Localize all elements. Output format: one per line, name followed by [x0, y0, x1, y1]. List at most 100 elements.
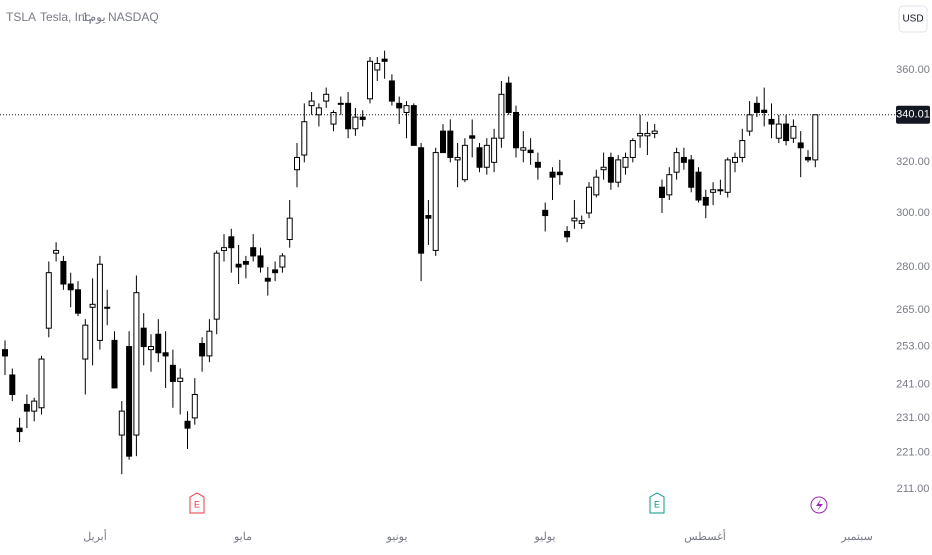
- candle-body: [213, 252, 220, 320]
- candle-body: [651, 130, 658, 134]
- candle-body: [615, 159, 622, 183]
- candle-body: [279, 255, 286, 268]
- candle-body: [753, 102, 760, 113]
- candle-body: [476, 147, 483, 168]
- x-tick-label: يوليو: [533, 531, 555, 543]
- earnings-label[interactable]: E: [654, 499, 660, 509]
- candle-body: [483, 144, 490, 168]
- candle-body: [323, 93, 330, 102]
- candle-body: [235, 263, 242, 268]
- candle-body: [16, 427, 23, 433]
- last-price-box: [896, 105, 930, 124]
- candle-body: [250, 247, 257, 257]
- candle-body: [242, 260, 249, 265]
- candle-body: [308, 100, 315, 107]
- candle-body: [286, 217, 293, 241]
- candle-body: [403, 105, 410, 113]
- candle-body: [724, 159, 731, 193]
- candle-body: [717, 189, 724, 192]
- y-tick-label: 231.00: [896, 412, 930, 424]
- exchange: NASDAQ: [108, 10, 159, 24]
- candle-body: [82, 324, 89, 360]
- candle-body: [155, 333, 162, 354]
- candle-body: [578, 220, 585, 224]
- currency[interactable]: USD: [902, 14, 923, 25]
- candle-body: [374, 62, 381, 71]
- candle-body: [345, 102, 352, 130]
- candle-body: [162, 352, 169, 357]
- y-tick-label: 360.00: [896, 64, 930, 76]
- candle-body: [702, 196, 709, 206]
- candle-body: [534, 161, 541, 168]
- candle-body: [600, 166, 607, 171]
- candle-body: [498, 93, 505, 139]
- candle-body: [148, 346, 154, 351]
- candle-body: [23, 403, 30, 412]
- candle-body: [710, 189, 717, 193]
- candle-body: [67, 283, 74, 291]
- earnings-icon[interactable]: [189, 492, 205, 514]
- candle-body: [571, 217, 578, 222]
- candle-body: [388, 80, 395, 102]
- candle-body: [629, 140, 636, 158]
- symbol[interactable]: TSLA: [6, 10, 36, 24]
- candle-body: [688, 159, 695, 188]
- candle-body: [432, 152, 439, 251]
- x-tick-label: أغسطس: [684, 529, 726, 543]
- candle-body: [118, 410, 125, 436]
- candle-body: [746, 114, 753, 132]
- candle-body: [768, 118, 775, 125]
- candle-body: [556, 171, 563, 176]
- company-name: Tesla, Inc.: [40, 10, 94, 24]
- candle-body: [352, 116, 359, 130]
- candle-body: [38, 358, 45, 409]
- candle-body: [104, 306, 111, 309]
- candle-body: [177, 377, 184, 382]
- y-tick-label: 211.00: [897, 483, 930, 495]
- candle-body: [425, 215, 432, 219]
- currency-button[interactable]: [898, 5, 928, 33]
- y-tick-label: 280.00: [896, 261, 930, 273]
- candle-body: [315, 107, 322, 116]
- y-tick-label: 265.00: [896, 304, 930, 316]
- candle-body: [418, 147, 425, 254]
- candle-body: [111, 339, 118, 389]
- y-tick-label: 241.00: [896, 379, 930, 391]
- earnings-label[interactable]: E: [194, 499, 200, 509]
- candle-body: [644, 132, 651, 137]
- candle-body: [133, 292, 140, 436]
- y-tick-label: 320.00: [896, 156, 930, 168]
- candle-body: [586, 186, 592, 214]
- candle-body: [169, 364, 176, 382]
- candle-body: [337, 102, 344, 105]
- interval[interactable]: 1يوم: [82, 10, 106, 24]
- candle-body: [637, 132, 644, 137]
- y-tick-label: 300.00: [896, 207, 930, 219]
- candle-body: [695, 171, 702, 201]
- candle-body: [564, 230, 571, 238]
- earnings-icon[interactable]: [649, 492, 665, 514]
- candle-body: [797, 142, 804, 149]
- candle-body: [805, 156, 811, 161]
- candle-body: [812, 114, 819, 161]
- candle-body: [527, 149, 534, 154]
- candle-body: [396, 102, 403, 109]
- candle-body: [264, 277, 271, 282]
- candle-body: [45, 272, 52, 329]
- candle-body: [549, 171, 556, 178]
- candle-body: [75, 289, 81, 314]
- candle-body: [505, 82, 512, 113]
- candle-body: [89, 303, 96, 308]
- candle-body: [228, 236, 235, 249]
- candle-body: [257, 255, 264, 268]
- candle-body: [761, 109, 768, 113]
- x-tick-label: سبتمبر: [840, 531, 873, 543]
- dividend-glyph: [816, 499, 823, 511]
- candle-body: [301, 121, 308, 156]
- candle-body: [732, 156, 738, 163]
- candle-body: [607, 156, 614, 183]
- candle-body: [60, 260, 67, 285]
- candle-body: [31, 400, 38, 412]
